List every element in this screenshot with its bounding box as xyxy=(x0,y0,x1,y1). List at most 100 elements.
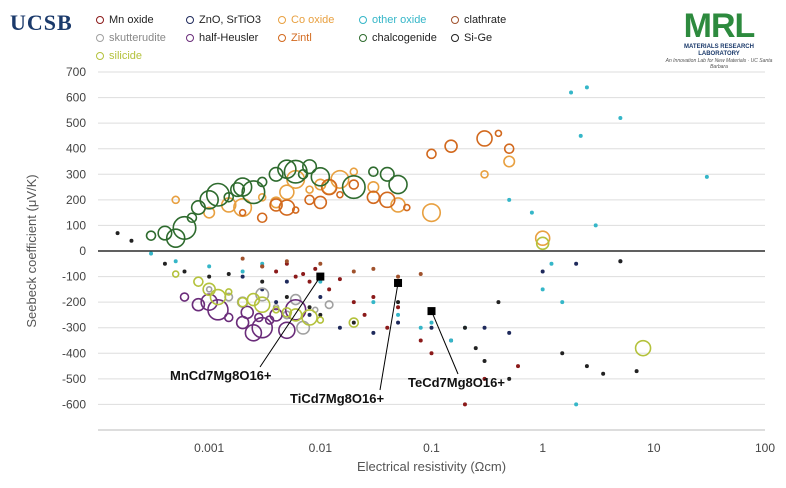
point-zintl xyxy=(503,143,515,155)
point-clathrate xyxy=(396,274,401,279)
point-si-ge xyxy=(129,238,134,243)
point-other-oxide xyxy=(371,300,376,305)
legend-label-mn-oxide: Mn oxide xyxy=(109,14,154,27)
legend-label-other-oxide: other oxide xyxy=(372,14,427,27)
point-half-heusler xyxy=(254,312,264,323)
point-chalcogenide xyxy=(368,166,379,178)
legend-marker-si-ge xyxy=(451,34,459,43)
point-other-oxide xyxy=(560,300,565,305)
x-tick-label: 0.01 xyxy=(309,441,333,455)
highlight-leader-line xyxy=(259,276,321,368)
legend-marker-zno xyxy=(186,16,194,25)
point-si-ge xyxy=(462,325,467,330)
y-tick-label: -100 xyxy=(62,270,86,284)
highlight-label: TiCd7Mg8O16+ xyxy=(290,391,384,406)
point-chalcogenide xyxy=(205,182,231,207)
point-si-ge xyxy=(473,346,478,351)
point-co-oxide xyxy=(534,230,551,247)
point-zno-srtio3 xyxy=(540,269,545,274)
mrl-logo-subtitle: MATERIALS RESEARCH LABORATORY xyxy=(684,44,754,57)
point-other-oxide xyxy=(529,210,534,215)
point-silicide xyxy=(634,339,652,357)
point-si-ge xyxy=(396,300,401,305)
point-silicide xyxy=(281,307,293,318)
y-tick-label: -400 xyxy=(62,346,86,360)
point-skutterudite xyxy=(289,293,302,306)
point-si-ge xyxy=(482,358,487,363)
point-chalcogenide xyxy=(157,225,173,241)
point-co-oxide xyxy=(503,155,516,168)
point-si-ge xyxy=(226,272,231,277)
legend-marker-chalcogenide xyxy=(359,34,367,43)
point-zintl xyxy=(426,148,437,160)
point-zno-srtio3 xyxy=(318,295,323,300)
legend-label-zintl: Zintl xyxy=(291,32,312,45)
point-si-ge xyxy=(182,269,187,274)
y-tick-label: 400 xyxy=(66,142,86,156)
legend-marker-mn-oxide xyxy=(96,16,104,25)
legend-label-si-ge: Si-Ge xyxy=(464,32,493,45)
highlight-leader-line xyxy=(431,310,459,375)
point-zintl xyxy=(269,198,283,212)
point-si-ge xyxy=(618,259,623,264)
point-other-oxide xyxy=(207,264,212,269)
point-other-oxide xyxy=(429,320,434,325)
point-other-oxide xyxy=(704,174,709,179)
point-chalcogenide xyxy=(172,215,197,241)
point-chalcogenide xyxy=(388,174,408,195)
point-si-ge xyxy=(318,312,323,317)
y-tick-label: 500 xyxy=(66,116,86,130)
point-co-oxide xyxy=(421,203,442,223)
point-clathrate xyxy=(240,256,245,261)
point-silicide xyxy=(171,270,180,278)
point-half-heusler xyxy=(191,297,206,312)
point-zno-srtio3 xyxy=(371,330,376,335)
point-zintl xyxy=(238,208,247,217)
point-mn-oxide xyxy=(482,376,487,381)
point-co-oxide xyxy=(279,184,295,200)
point-mn-oxide xyxy=(274,269,279,274)
point-mn-oxide xyxy=(418,338,423,343)
point-other-oxide xyxy=(507,197,512,202)
point-zintl xyxy=(403,203,411,212)
point-chalcogenide xyxy=(223,192,235,203)
y-tick-label: -300 xyxy=(62,321,86,335)
point-zno-srtio3 xyxy=(274,300,279,305)
y-tick-label: 600 xyxy=(66,91,86,105)
point-mn-oxide xyxy=(396,305,401,310)
y-tick-label: 0 xyxy=(79,244,86,258)
point-zno-srtio3 xyxy=(307,312,312,317)
point-chalcogenide xyxy=(229,182,246,198)
point-zintl xyxy=(291,206,300,214)
point-half-heusler xyxy=(223,312,234,323)
legend-item-co-oxide: Co oxide xyxy=(278,14,334,26)
point-zno-srtio3 xyxy=(507,330,512,335)
point-mn-oxide xyxy=(362,312,367,317)
legend-label-zno: ZnO, SrTiO3 xyxy=(199,14,261,27)
point-chalcogenide xyxy=(186,212,198,224)
point-zintl xyxy=(378,191,396,209)
point-zno-srtio3 xyxy=(574,261,579,266)
point-half-heusler xyxy=(278,321,296,340)
point-zno-srtio3 xyxy=(429,325,434,330)
y-tick-label: 300 xyxy=(66,167,86,181)
legend-marker-other-oxide xyxy=(359,16,367,25)
mrl-logo-tagline: An Innovation Lab for New Materials · UC… xyxy=(665,58,773,70)
point-zintl xyxy=(336,190,344,199)
point-skutterudite xyxy=(205,286,213,293)
legend-marker-co-oxide xyxy=(278,16,286,25)
point-co-oxide xyxy=(257,193,267,202)
point-si-ge xyxy=(496,300,501,305)
point-zintl xyxy=(476,130,493,147)
point-zno-srtio3 xyxy=(284,279,289,284)
highlight-label: TeCd7Mg8O16+ xyxy=(408,375,505,390)
legend-item-mn-oxide: Mn oxide xyxy=(96,14,154,26)
legend-item-clathrate: clathrate xyxy=(451,14,506,26)
point-zno-srtio3 xyxy=(482,325,487,330)
point-silicide xyxy=(193,276,204,287)
legend-marker-zintl xyxy=(278,34,286,43)
point-clathrate xyxy=(371,266,376,271)
point-half-heusler xyxy=(179,292,190,302)
point-other-oxide xyxy=(578,133,583,138)
legend-label-co-oxide: Co oxide xyxy=(291,14,335,27)
